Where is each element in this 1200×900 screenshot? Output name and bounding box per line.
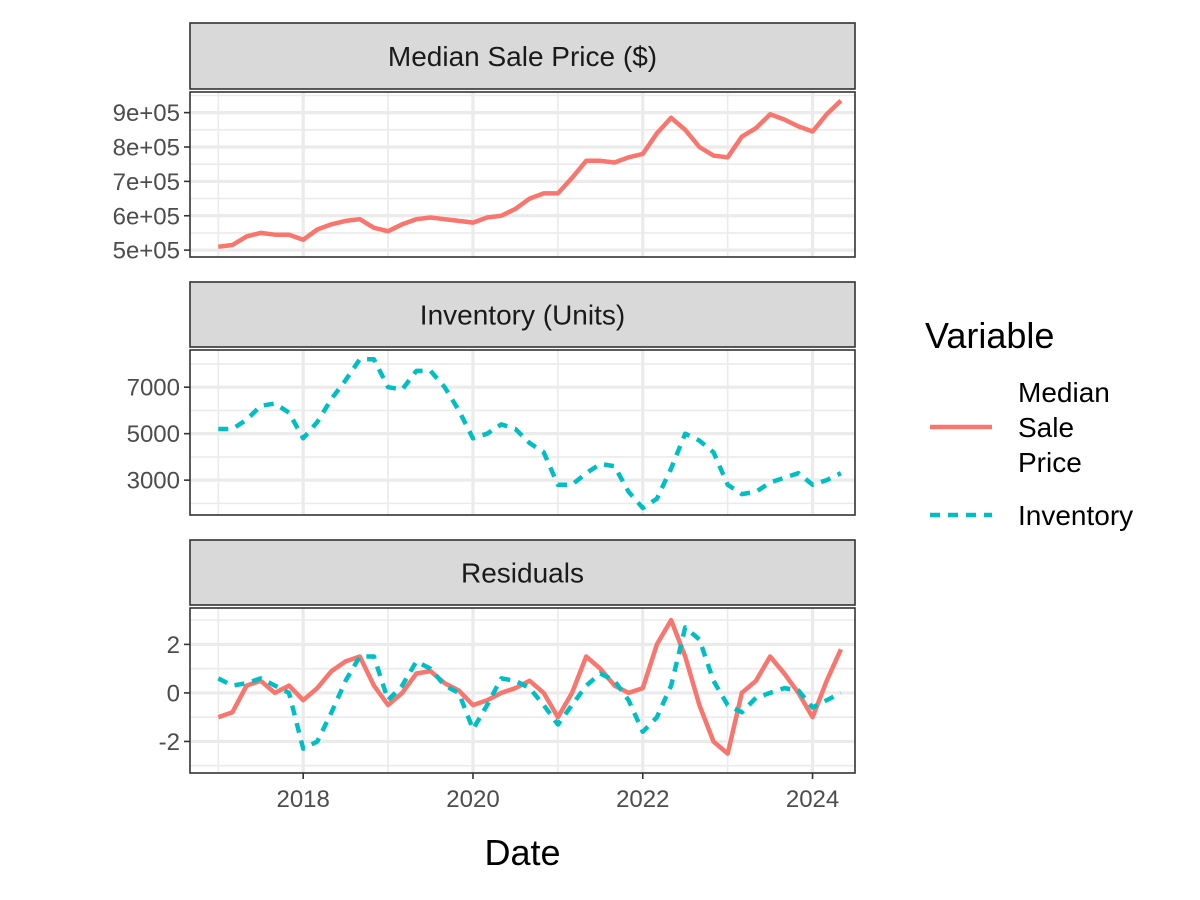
y-tick-label: 0 bbox=[167, 680, 180, 707]
legend-entry-1: Median Sale Price bbox=[930, 377, 1110, 478]
panel-background bbox=[190, 92, 855, 257]
series-line-2 bbox=[217, 625, 842, 751]
facet-strip bbox=[189, 281, 856, 348]
legend-label-line: Price bbox=[1018, 447, 1082, 478]
y-tick-label: 8e+05 bbox=[113, 135, 180, 162]
series-line-1 bbox=[218, 357, 842, 511]
y-tick-label: 6e+05 bbox=[113, 203, 180, 230]
legend-label-line: Median bbox=[1018, 377, 1110, 408]
series-line-1 bbox=[217, 617, 843, 756]
y-tick-label: 2 bbox=[167, 632, 180, 659]
legend: Variable Median Sale Price Inventory bbox=[925, 315, 1133, 531]
y-tick-label: -2 bbox=[159, 729, 180, 756]
y-tick-label: 5e+05 bbox=[113, 238, 180, 265]
x-tick-label: 2018 bbox=[276, 786, 329, 813]
y-tick-label: 7e+05 bbox=[113, 169, 180, 196]
panel-1: Median Sale Price ($) 5e+05 6e+05 7e+05 8e+0… bbox=[113, 22, 856, 265]
x-tick-label: 2020 bbox=[446, 786, 499, 813]
y-tick-label: 5000 bbox=[127, 421, 180, 448]
legend-entry-2: Inventory bbox=[930, 500, 1133, 531]
x-tick-label: 2022 bbox=[616, 786, 669, 813]
y-tick-label: 9e+05 bbox=[113, 100, 180, 127]
x-axis-title: Date bbox=[484, 832, 560, 873]
panel-background bbox=[190, 608, 855, 773]
y-tick-label: 3000 bbox=[127, 468, 180, 495]
legend-title: Variable bbox=[925, 315, 1054, 356]
series-line-1 bbox=[218, 98, 843, 249]
panel-border bbox=[189, 91, 856, 258]
panel-border bbox=[189, 349, 856, 516]
facet-strip bbox=[189, 22, 856, 90]
legend-label-line: Inventory bbox=[1018, 500, 1133, 531]
y-tick-label: 7000 bbox=[127, 375, 180, 402]
facet-strip bbox=[189, 539, 856, 606]
x-tick-label: 2024 bbox=[786, 786, 839, 813]
legend-label-line: Sale bbox=[1018, 412, 1074, 443]
facet-title: Median Sale Price ($) bbox=[388, 41, 657, 72]
panel-2: Inventory (Units) 3000 5000 7000 bbox=[127, 281, 856, 516]
legend-label: Inventory bbox=[1018, 500, 1133, 531]
panel-3: Residuals -2 0 2 2018 2020 2022 2024 bbox=[159, 539, 856, 813]
legend-label: Median Sale Price bbox=[1018, 377, 1110, 478]
facet-title: Residuals bbox=[461, 558, 584, 589]
facet-title: Inventory (Units) bbox=[420, 300, 625, 331]
panel-border bbox=[189, 607, 856, 774]
